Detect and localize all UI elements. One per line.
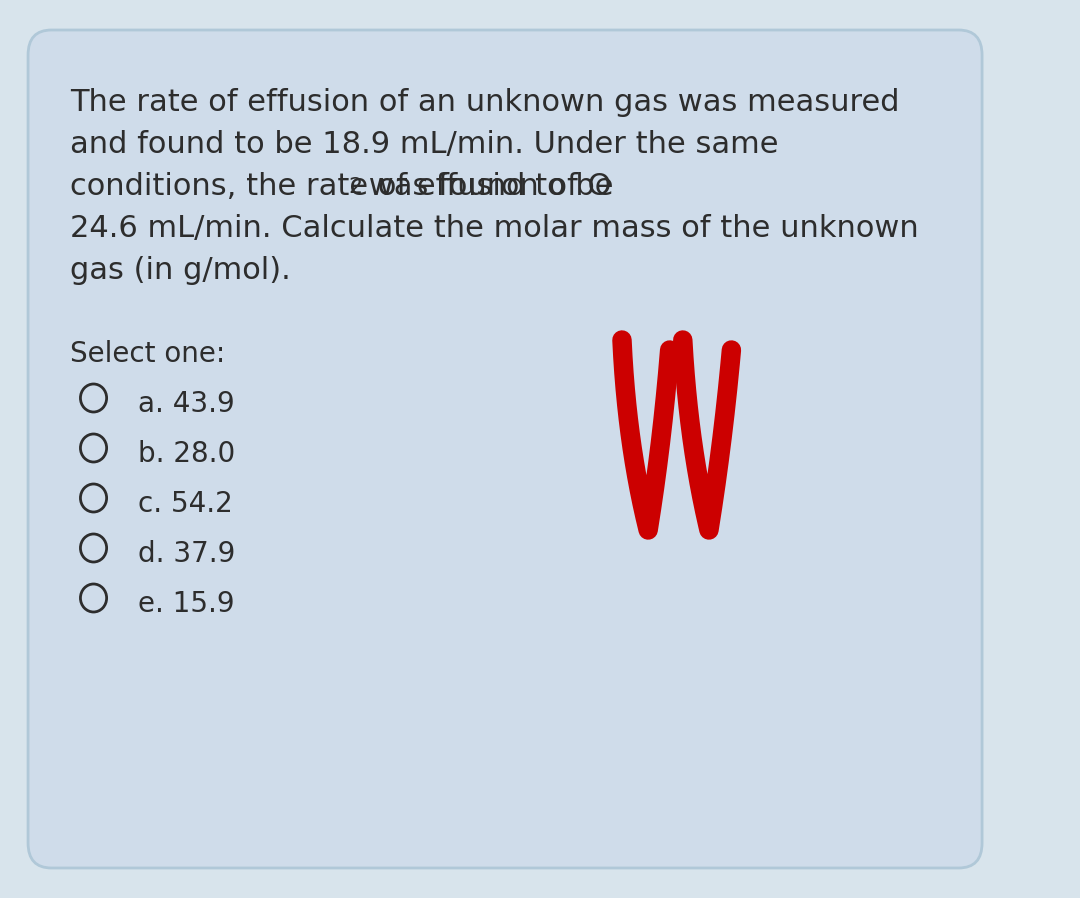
Text: e. 15.9: e. 15.9	[138, 590, 235, 618]
Text: 2: 2	[349, 177, 363, 197]
Text: 24.6 mL/min. Calculate the molar mass of the unknown: 24.6 mL/min. Calculate the molar mass of…	[70, 214, 919, 243]
Text: and found to be 18.9 mL/min. Under the same: and found to be 18.9 mL/min. Under the s…	[70, 130, 779, 159]
Text: The rate of effusion of an unknown gas was measured: The rate of effusion of an unknown gas w…	[70, 88, 900, 117]
FancyBboxPatch shape	[28, 30, 982, 868]
Text: b. 28.0: b. 28.0	[138, 440, 235, 468]
Text: conditions, the rate of effusion of O: conditions, the rate of effusion of O	[70, 172, 611, 201]
Text: gas (in g/mol).: gas (in g/mol).	[70, 256, 291, 285]
Text: c. 54.2: c. 54.2	[138, 490, 233, 518]
Text: d. 37.9: d. 37.9	[138, 540, 235, 568]
Text: a. 43.9: a. 43.9	[138, 390, 235, 418]
Text: was found to be: was found to be	[359, 172, 613, 201]
Text: Select one:: Select one:	[70, 340, 226, 368]
